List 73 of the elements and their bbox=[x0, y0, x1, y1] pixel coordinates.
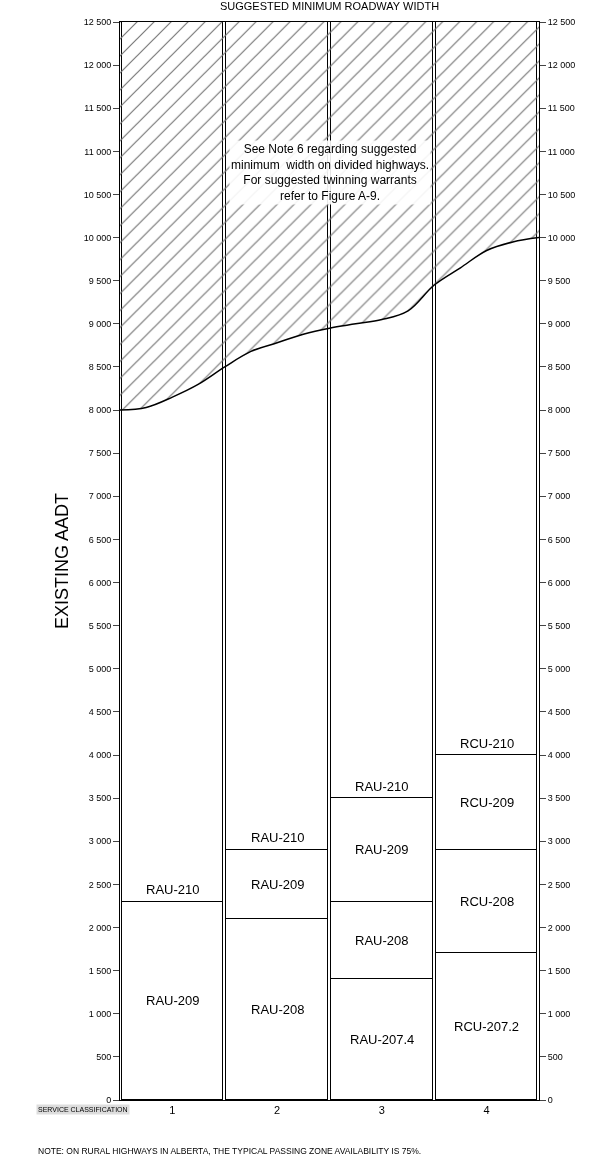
data-label: RAU-210 bbox=[355, 779, 409, 794]
y-tick-label: 500 bbox=[96, 1052, 112, 1063]
y-tick-label: 4 500 bbox=[88, 707, 112, 718]
y-tick-label: 5 500 bbox=[88, 620, 112, 631]
y2-tick-label: 8 000 bbox=[547, 405, 571, 416]
y2-tick-label: 5 000 bbox=[547, 663, 571, 674]
y-tick-label: 7 000 bbox=[88, 491, 112, 502]
y2-tick-label: 10 500 bbox=[547, 189, 576, 200]
y-tick-label: 3 500 bbox=[88, 793, 112, 804]
y-tick-label: 7 500 bbox=[88, 448, 112, 459]
y-tick-label: 8 000 bbox=[88, 405, 112, 416]
x-tick-label: 3 bbox=[378, 1104, 385, 1117]
text: NOTE: ON RURAL HIGHWAYS IN ALBERTA, THE TYPICAL PASSING ZONE AVAILABILITY IS 75%. bbox=[38, 1146, 422, 1156]
y2-tick-label: 9 500 bbox=[547, 275, 571, 286]
data-label: RAU-210 bbox=[251, 830, 305, 845]
y2-tick-label: 4 500 bbox=[547, 707, 571, 718]
data-label: RAU-208 bbox=[251, 1002, 305, 1017]
y-tick-label: 5 000 bbox=[88, 663, 112, 674]
y2-tick-label: 9 000 bbox=[547, 318, 571, 329]
y2-tick-label: 6 500 bbox=[547, 534, 571, 545]
y2-tick-label: 11 000 bbox=[547, 146, 575, 157]
y-tick-label: 11 500 bbox=[84, 103, 112, 114]
y2-tick-label: 2 500 bbox=[547, 879, 571, 890]
y2-tick-label: 5 500 bbox=[547, 620, 571, 631]
y-tick-label: 6 500 bbox=[88, 534, 112, 545]
y-tick-label: 12 000 bbox=[83, 60, 112, 71]
data-label: RAU-209 bbox=[146, 993, 200, 1008]
y2-tick-label: 1 500 bbox=[547, 965, 571, 976]
y2-tick-label: 10 000 bbox=[547, 232, 576, 243]
y-tick-label: 1 500 bbox=[88, 965, 112, 976]
y-tick-label: 10 000 bbox=[83, 232, 112, 243]
data-label: RAU-207.4 bbox=[350, 1032, 415, 1047]
y2-tick-label: 6 000 bbox=[547, 577, 571, 588]
y-tick-label: 2 000 bbox=[88, 922, 112, 933]
y2-tick-label: 3 500 bbox=[547, 793, 571, 804]
chart-title: SUGGESTED MINIMUM ROADWAY WIDTH bbox=[219, 0, 440, 13]
y-tick-label: 9 000 bbox=[88, 318, 112, 329]
y2-tick-label: 3 000 bbox=[547, 836, 571, 847]
data-label: RCU-207.2 bbox=[454, 1019, 520, 1034]
y2-tick-label: 1 000 bbox=[547, 1008, 571, 1019]
y2-tick-label: 8 500 bbox=[547, 362, 571, 373]
y2-tick-label: 0 bbox=[547, 1095, 553, 1106]
x-tick-label: 2 bbox=[274, 1104, 281, 1117]
y-tick-label: 2 500 bbox=[88, 879, 112, 890]
y2-tick-label: 11 500 bbox=[547, 103, 575, 114]
y2-tick-label: 12 000 bbox=[547, 60, 576, 71]
y2-tick-label: 4 000 bbox=[547, 750, 571, 761]
y-tick-label: 0 bbox=[106, 1095, 112, 1106]
y-tick-label: 12 500 bbox=[83, 17, 112, 28]
y-tick-label: 9 500 bbox=[88, 275, 112, 286]
data-label: RAU-209 bbox=[355, 842, 409, 857]
data-label: RAU-209 bbox=[251, 877, 305, 892]
y-tick-label: 10 500 bbox=[83, 189, 112, 200]
y2-tick-label: 500 bbox=[547, 1052, 563, 1063]
y2-tick-label: 7 000 bbox=[547, 491, 571, 502]
y-tick-label: 11 000 bbox=[84, 146, 112, 157]
data-label: RAU-208 bbox=[355, 933, 409, 948]
y-tick-label: 8 500 bbox=[88, 362, 112, 373]
data-label: RAU-210 bbox=[146, 882, 200, 897]
x-tick-label: 4 bbox=[483, 1104, 490, 1117]
y-tick-label: 4 000 bbox=[88, 750, 112, 761]
y2-tick-label: 12 500 bbox=[547, 17, 576, 28]
y2-tick-label: 2 000 bbox=[547, 922, 571, 933]
y-tick-label: 3 000 bbox=[88, 836, 112, 847]
y2-tick-label: 7 500 bbox=[547, 448, 571, 459]
y-tick-label: 1 000 bbox=[88, 1008, 112, 1019]
x-tick-label: 1 bbox=[169, 1104, 176, 1117]
y-tick-label: 6 000 bbox=[88, 577, 112, 588]
data-label: RCU-210 bbox=[460, 736, 515, 751]
annotation: See Note 6 regarding suggested minimum width on divided highways. For suggested twinning warrants refer to Figure A-9. bbox=[231, 142, 430, 203]
y-axis-title: EXISTING AADT bbox=[51, 492, 72, 630]
data-label: RCU-208 bbox=[460, 894, 515, 909]
data-label: RCU-209 bbox=[460, 795, 515, 810]
